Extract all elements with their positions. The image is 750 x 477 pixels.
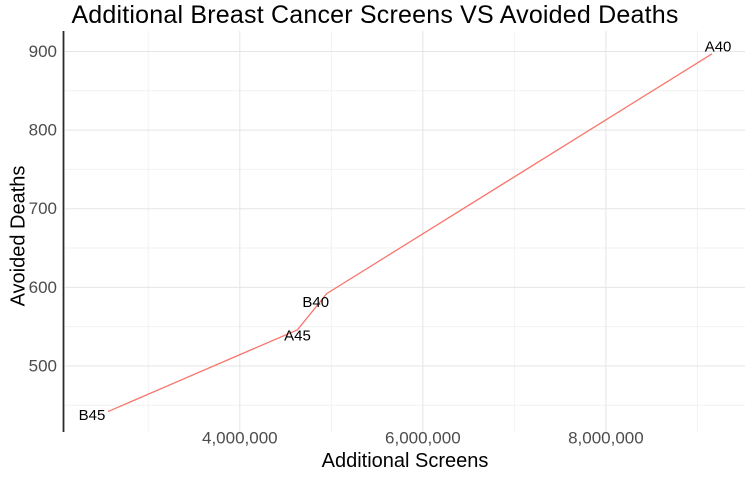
point-label-A40: A40 [705, 38, 732, 55]
data-line [107, 53, 713, 413]
point-label-B40: B40 [302, 294, 329, 311]
chart-title: Additional Breast Cancer Screens VS Avoi… [71, 1, 679, 29]
y-tick-label: 500 [29, 356, 57, 375]
y-tick-label: 600 [29, 278, 57, 297]
y-tick-label: 800 [29, 121, 57, 140]
point-label-B45: B45 [79, 407, 106, 424]
y-tick-label: 900 [29, 42, 57, 61]
x-tick-label: 6,000,000 [385, 429, 461, 448]
point-label-A45: A45 [284, 327, 311, 344]
x-axis-title: Additional Screens [321, 450, 489, 472]
x-tick-label: 8,000,000 [568, 429, 644, 448]
x-tick-label: 4,000,000 [202, 429, 278, 448]
y-tick-label: 700 [29, 199, 57, 218]
